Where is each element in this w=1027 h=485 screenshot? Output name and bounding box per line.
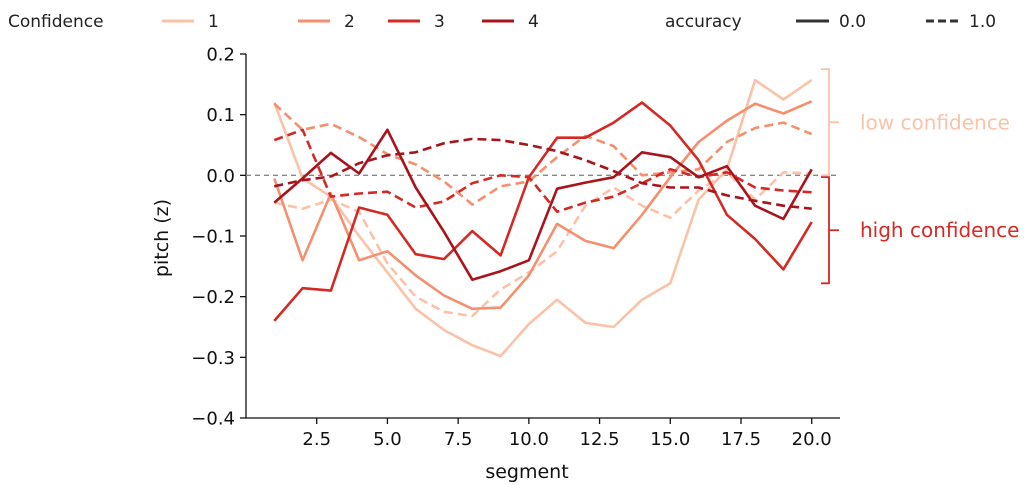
series-line-confidence-1-accuracy-1-0 bbox=[274, 171, 812, 318]
y-tick-label: −0.3 bbox=[191, 348, 235, 369]
legend-style-title: accuracy bbox=[665, 12, 742, 32]
x-axis-label: segment bbox=[485, 461, 568, 483]
annotations: low confidence high confidence bbox=[821, 68, 1019, 285]
x-tick-label: 20.0 bbox=[792, 429, 832, 450]
annotation-bracket bbox=[821, 176, 830, 285]
series-line-confidence-2-accuracy-1-0 bbox=[273, 102, 813, 206]
y-tick-label: 0.1 bbox=[206, 105, 235, 126]
legend-label-confidence-1: 1 bbox=[208, 12, 219, 32]
legend-label-confidence-4: 4 bbox=[528, 12, 539, 32]
legend-label-confidence-3: 3 bbox=[434, 12, 445, 32]
annotation-label: high confidence bbox=[860, 218, 1019, 242]
x-tick-label: 2.5 bbox=[302, 429, 331, 450]
annotation-label: low confidence bbox=[860, 110, 1010, 134]
plot-area: −0.4 −0.3 −0.2 −0.1 0.0 0.1 0.2 2.5 5.0 7.5 10.0 12… bbox=[191, 45, 840, 450]
y-tick-label: 0.2 bbox=[206, 45, 235, 66]
y-tick-label: −0.1 bbox=[191, 227, 235, 248]
x-tick-label: 17.5 bbox=[721, 429, 761, 450]
x-tick-label: 15.0 bbox=[650, 429, 690, 450]
y-tick-label: −0.2 bbox=[191, 287, 235, 308]
x-tick-label: 10.0 bbox=[509, 429, 549, 450]
legend-label-accuracy-1-0: 1.0 bbox=[969, 12, 996, 32]
annotation-bracket bbox=[821, 68, 830, 177]
series-line-confidence-2-accuracy-0-0 bbox=[273, 100, 813, 311]
y-tick-label: −0.4 bbox=[191, 409, 235, 430]
y-axis-label: pitch (z) bbox=[151, 199, 173, 277]
x-tick-label: 7.5 bbox=[444, 429, 473, 450]
y-tick-label: 0.0 bbox=[206, 166, 235, 187]
legend-label-accuracy-0-0: 0.0 bbox=[839, 12, 866, 32]
x-tick-label: 12.5 bbox=[580, 429, 620, 450]
legend: Confidence 1 2 3 4 accuracy 0.0 1.0 bbox=[8, 12, 996, 32]
x-tick-label: 5.0 bbox=[373, 429, 402, 450]
series-line-confidence-4-accuracy-0-0 bbox=[273, 128, 813, 281]
series-line-confidence-3-accuracy-0-0 bbox=[273, 101, 813, 322]
series-line-confidence-4-accuracy-1-0 bbox=[274, 137, 812, 210]
legend-hue-title: Confidence bbox=[8, 12, 104, 32]
legend-label-confidence-2: 2 bbox=[344, 12, 355, 32]
